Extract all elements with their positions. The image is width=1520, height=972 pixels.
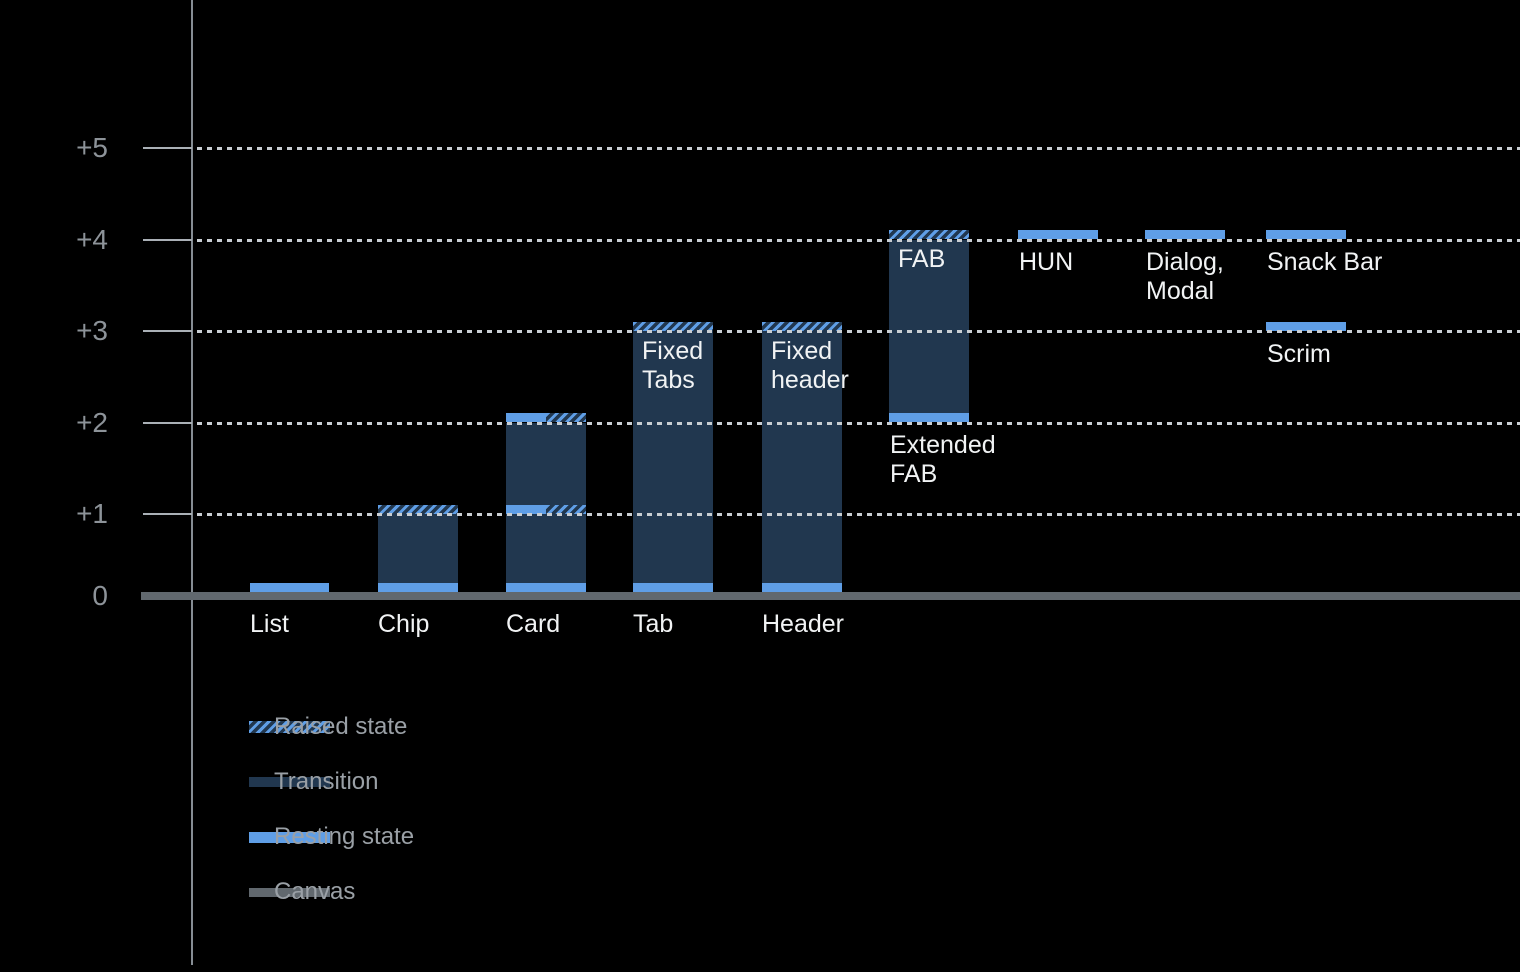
bar-label-fab-extended-fab: FAB (898, 245, 946, 274)
bar-label-card: Card (506, 610, 561, 638)
y-axis-tick-label: +1 (76, 498, 108, 529)
bar-card (506, 0, 586, 972)
segment-transition (633, 331, 713, 583)
bar-label-chip: Chip (378, 610, 430, 638)
legend-swatch-canvas (249, 887, 330, 897)
y-axis-tick-label: +5 (76, 132, 108, 163)
gridline (197, 330, 1520, 333)
legend-label-raised: Raised state (274, 713, 408, 740)
y-axis-tick-label: +2 (76, 406, 108, 438)
bar-label-dialog-modal: Dialog, Modal (1146, 248, 1224, 306)
bar-list (250, 0, 329, 972)
gridline (197, 421, 1520, 425)
bar-scrim (1266, 0, 1346, 972)
y-axis-tick-mark (143, 147, 192, 149)
segment-resting-state (378, 583, 458, 592)
bar-label-fab-extended-fab: Extended FAB (890, 430, 996, 488)
segment-resting-state (250, 583, 329, 592)
segment-resting-state (506, 504, 546, 514)
segment-raised-state (546, 504, 586, 514)
bar-label-hun: HUN (1019, 248, 1074, 277)
y-axis-tick-label: +3 (76, 315, 108, 346)
segment-raised-state (762, 321, 842, 331)
bar-chip (378, 0, 458, 972)
y-axis-tick-mark (143, 513, 192, 515)
segment-resting-state (506, 413, 546, 423)
bar-label-snack-bar: Snack Bar (1267, 248, 1383, 277)
segment-raised-state (546, 413, 586, 423)
bar-dialog-modal (1145, 0, 1225, 972)
segment-transition (506, 422, 586, 505)
legend-swatch-resting (249, 831, 330, 843)
y-axis-tick-label: 0 (92, 580, 108, 611)
segment-resting-state (1266, 230, 1346, 240)
bar-label-header: Header (762, 610, 844, 638)
legend-label-transition: Transition (274, 768, 379, 795)
segment-resting-state (1145, 230, 1225, 240)
segment-resting-state (889, 413, 969, 423)
segment-transition (506, 514, 586, 583)
segment-transition (378, 514, 458, 583)
legend-swatch-transition (249, 777, 330, 787)
segment-transition (762, 331, 842, 583)
segment-transition (889, 239, 969, 414)
segment-raised-state (889, 230, 969, 240)
segment-resting-state (506, 583, 586, 592)
segment-resting-state (1018, 230, 1098, 240)
bar-label-tab: Tab (633, 610, 674, 638)
y-axis-tick-mark (143, 330, 192, 332)
bar-label-header: Fixed header (771, 336, 849, 394)
segment-resting-state (762, 583, 842, 592)
segment-raised-state (633, 321, 713, 331)
y-axis-tick-mark (143, 238, 192, 241)
bar-label-tab: Fixed Tabs (642, 336, 704, 394)
y-axis-tick-label: +4 (76, 223, 108, 255)
bar-header (762, 0, 842, 972)
legend-label-canvas: Canvas (274, 878, 356, 905)
segment-raised-state (378, 504, 458, 514)
bar-tab (633, 0, 713, 972)
legend-swatch-raised (249, 721, 330, 733)
legend-label-resting: Resting state (274, 823, 415, 850)
canvas-baseline (141, 592, 1520, 600)
gridline (197, 513, 1520, 516)
y-axis-line (191, 0, 193, 965)
bar-snack-bar (1266, 0, 1346, 972)
gridline (197, 238, 1520, 242)
gridline (197, 147, 1520, 150)
segment-resting-state (1266, 321, 1346, 331)
y-axis-tick-mark (143, 421, 192, 424)
bar-fab-extended-fab (889, 0, 969, 972)
segment-resting-state (633, 583, 713, 592)
bar-hun (1018, 0, 1098, 972)
bar-label-list: List (250, 610, 289, 638)
bar-label-scrim: Scrim (1267, 339, 1331, 368)
